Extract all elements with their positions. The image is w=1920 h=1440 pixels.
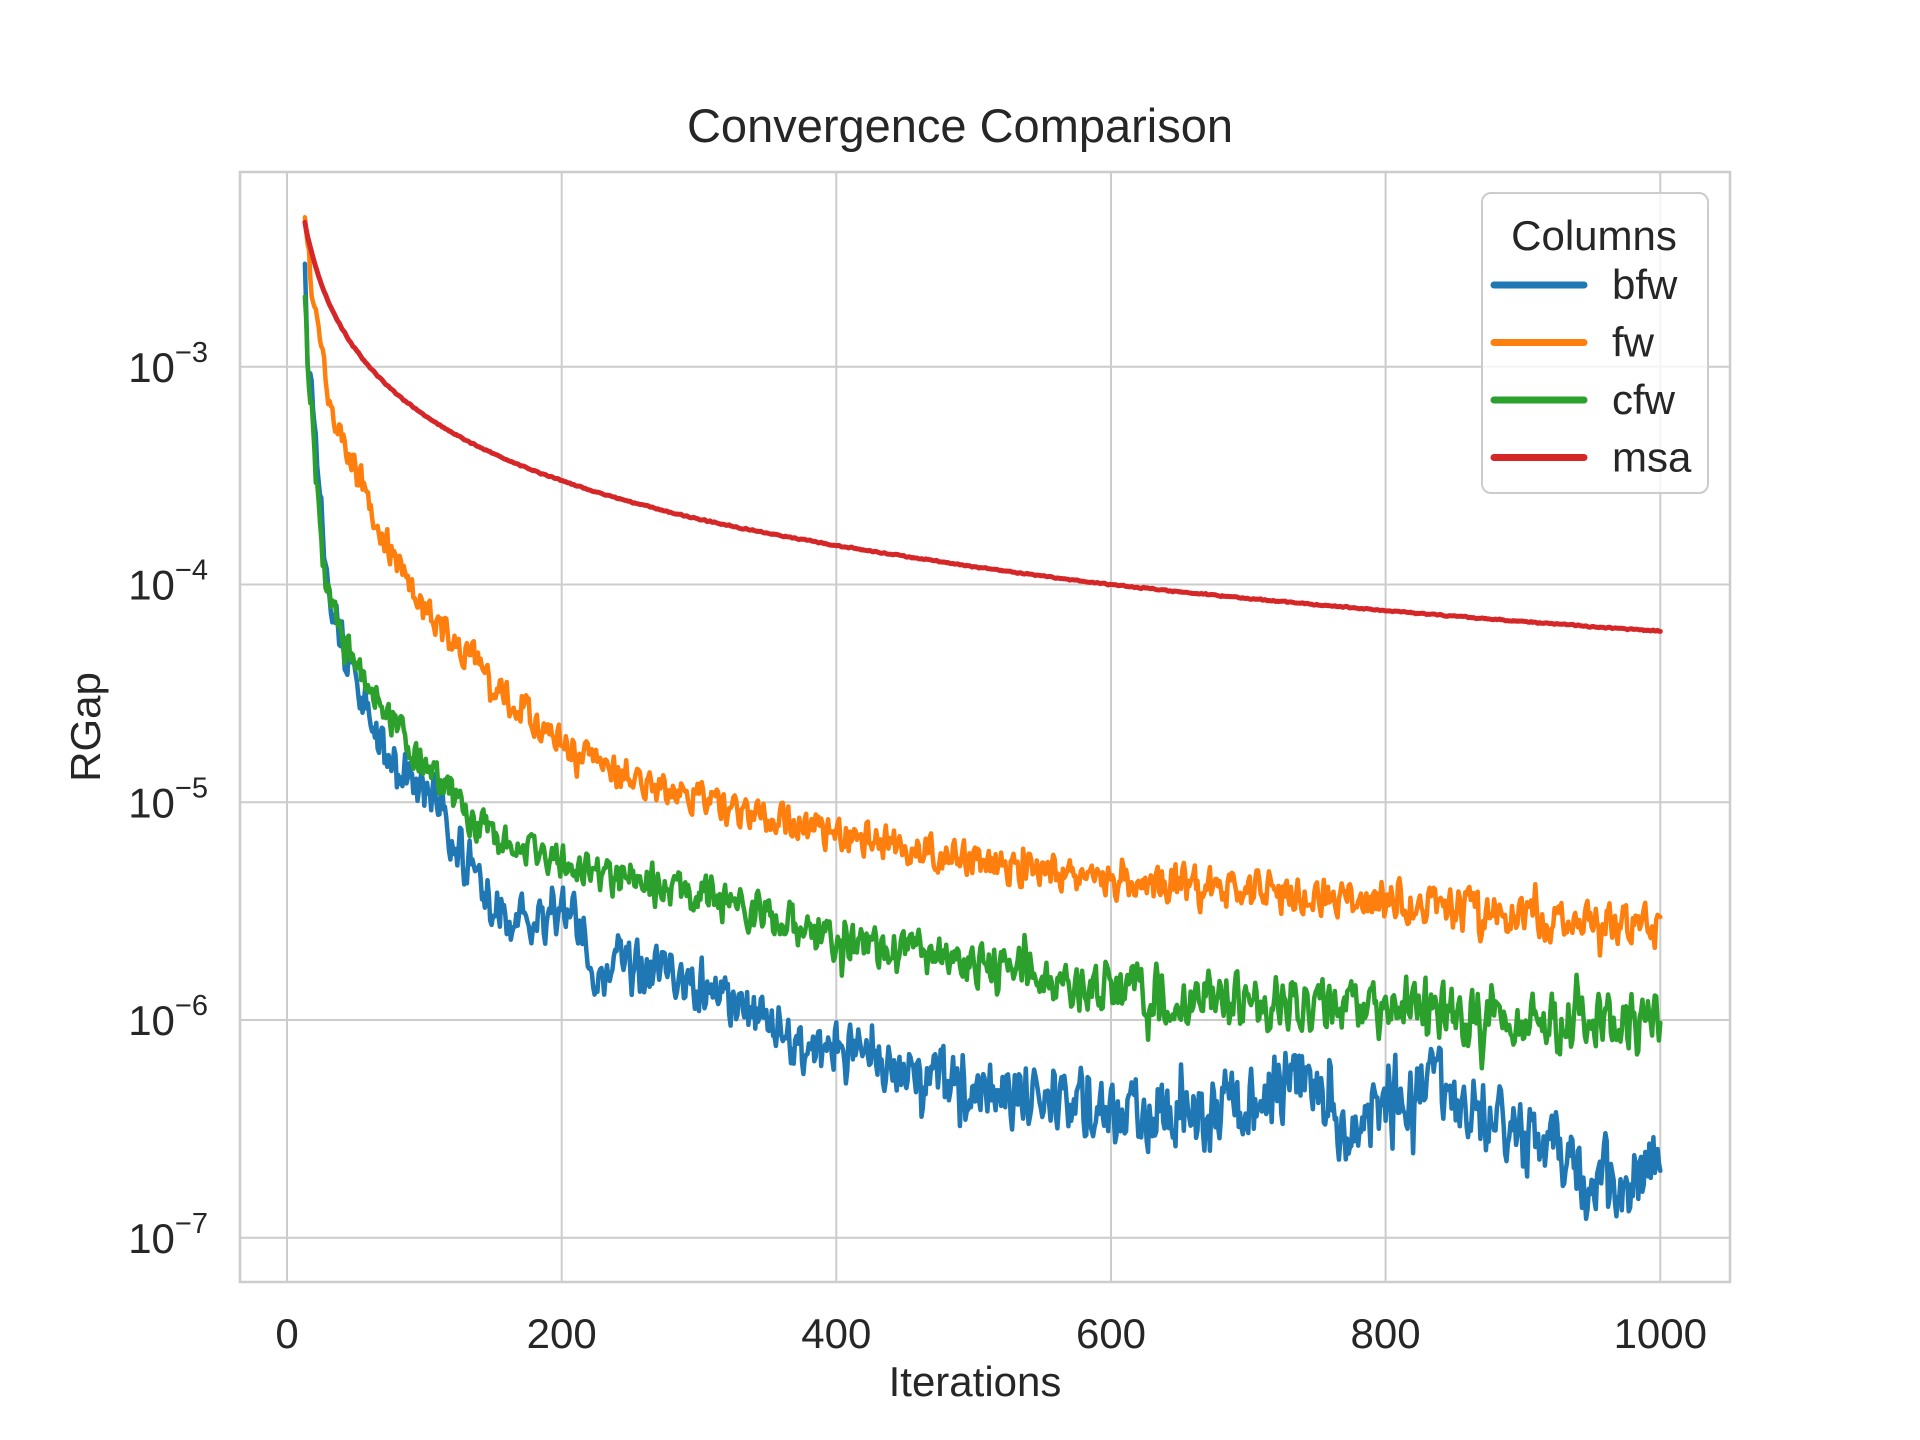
- legend-box: [1481, 192, 1709, 494]
- y-tick-label-1e-7: 10−7: [128, 1208, 208, 1262]
- legend-title: Columns: [1511, 212, 1677, 259]
- y-tick-label-1e-4: 10−4: [128, 555, 208, 609]
- chart-title: Convergence Comparison: [687, 99, 1233, 152]
- legend: Columns bfw fw cfw msa: [1481, 192, 1709, 494]
- x-tick-label-800: 800: [1351, 1310, 1421, 1357]
- x-tick-label-1000: 1000: [1614, 1310, 1707, 1357]
- series-line-msa: [302, 219, 1663, 634]
- series-line-bfw: [302, 261, 1663, 1222]
- y-tick-label-1e-6: 10−6: [128, 990, 208, 1044]
- x-tick-label-400: 400: [801, 1310, 871, 1357]
- x-tick-labels: 0 200 400 600 800 1000: [275, 1310, 1707, 1357]
- legend-items: bfw fw cfw msa: [1490, 261, 1692, 481]
- legend-label-cfw: cfw: [1612, 376, 1676, 423]
- series-line-cfw: [302, 294, 1663, 1071]
- legend-item-cfw: cfw: [1490, 376, 1676, 423]
- y-tick-label-1e-3: 10−3: [128, 337, 208, 391]
- legend-item-fw: fw: [1490, 319, 1655, 366]
- y-axis-label: RGap: [62, 672, 109, 782]
- y-tick-label-1e-5: 10−5: [128, 772, 208, 826]
- y-tick-labels: 10−3 10−4 10−5 10−6 10−7: [128, 337, 208, 1262]
- series-line-fw: [302, 215, 1663, 958]
- legend-item-msa: msa: [1490, 434, 1692, 481]
- series-lines: [302, 215, 1663, 1222]
- legend-label-msa: msa: [1612, 434, 1692, 481]
- x-axis-label: Iterations: [889, 1358, 1062, 1405]
- x-tick-label-200: 200: [527, 1310, 597, 1357]
- x-tick-label-0: 0: [275, 1310, 298, 1357]
- legend-label-bfw: bfw: [1612, 261, 1678, 308]
- legend-item-bfw: bfw: [1490, 261, 1678, 308]
- legend-label-fw: fw: [1612, 319, 1655, 366]
- x-tick-label-600: 600: [1076, 1310, 1146, 1357]
